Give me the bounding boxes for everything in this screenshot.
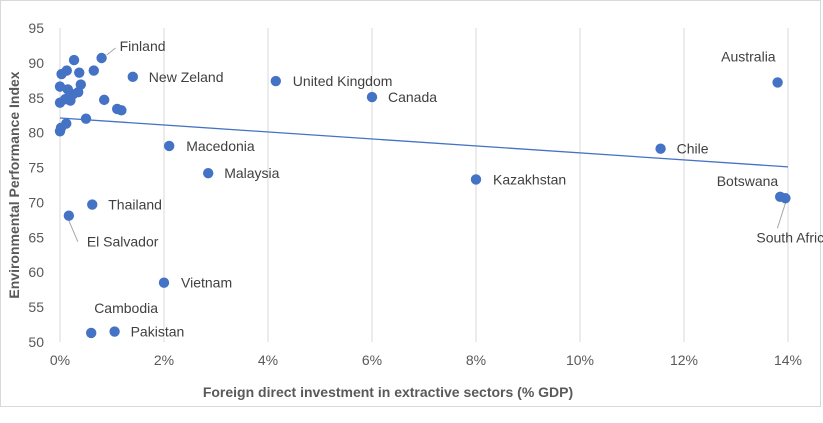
data-point	[68, 54, 80, 66]
data-label: United Kingdom	[293, 73, 393, 89]
leader-lines	[68, 47, 786, 242]
data-point	[270, 75, 281, 87]
data-label: Vietnam	[181, 275, 232, 291]
x-tick-label: 12%	[670, 352, 698, 368]
data-point	[109, 326, 120, 337]
x-tick-label: 8%	[466, 352, 486, 368]
y-tick-label: 50	[28, 334, 44, 350]
data-point	[74, 67, 85, 78]
data-point	[62, 84, 73, 95]
x-tick-label: 2%	[154, 352, 174, 368]
data-point	[87, 199, 98, 210]
data-point	[88, 65, 100, 76]
y-tick-label: 90	[28, 55, 44, 71]
data-label: New Zeland	[149, 69, 224, 85]
leader-line	[776, 203, 786, 229]
data-point	[772, 77, 783, 88]
y-axis-title: Environmental Performance Index	[6, 71, 22, 298]
data-point	[80, 113, 92, 124]
data-label: Malaysia	[224, 165, 279, 181]
y-axis-ticks: 50 55 60 65 70 75 80 85 90 95	[28, 20, 44, 350]
y-tick-label: 60	[28, 264, 44, 280]
trendline	[59, 117, 789, 168]
x-tick-label: 0%	[50, 352, 70, 368]
data-label: Australia	[721, 48, 776, 64]
x-tick-label: 10%	[566, 352, 594, 368]
data-label: South Africa	[756, 229, 823, 245]
data-label: El Salvador	[87, 234, 159, 250]
data-label: Finland	[120, 38, 166, 54]
x-tick-label: 4%	[258, 352, 278, 368]
data-point	[63, 210, 75, 221]
data-point	[780, 193, 791, 204]
data-point	[61, 118, 72, 129]
data-label: Kazakhstan	[493, 171, 566, 187]
data-label: Cambodia	[94, 300, 158, 316]
trendline-layer	[59, 117, 789, 168]
x-tick-label: 14%	[774, 352, 802, 368]
y-tick-label: 65	[28, 229, 44, 245]
data-point	[470, 174, 482, 185]
data-point	[61, 65, 72, 76]
data-label: Botswana	[717, 173, 779, 189]
data-point	[75, 79, 87, 90]
leader-line	[106, 47, 116, 56]
y-tick-label: 75	[28, 160, 44, 176]
data-point	[655, 143, 666, 154]
data-point	[164, 140, 175, 152]
x-tick-label: 6%	[362, 352, 382, 368]
y-tick-label: 85	[28, 90, 44, 106]
data-point	[158, 277, 170, 288]
data-label: Canada	[388, 89, 437, 105]
data-point	[86, 327, 97, 339]
leader-line	[68, 220, 79, 242]
data-points	[54, 52, 791, 339]
data-point	[127, 71, 138, 83]
data-point	[203, 167, 214, 179]
gridlines	[59, 28, 789, 342]
data-label: Macedonia	[186, 138, 255, 154]
y-tick-label: 70	[28, 194, 44, 210]
data-point	[366, 91, 378, 103]
y-tick-label: 95	[28, 20, 44, 36]
data-point	[54, 81, 66, 92]
data-label: Pakistan	[131, 324, 185, 340]
data-label: Chile	[677, 141, 709, 157]
data-point	[116, 105, 127, 116]
y-tick-label: 55	[28, 299, 44, 315]
data-label: Thailand	[108, 197, 162, 213]
data-point	[99, 94, 110, 106]
data-point	[96, 52, 107, 64]
x-axis-title: Foreign direct investment in extractive …	[203, 384, 573, 400]
x-axis-ticks: 0% 2% 4% 6% 8% 10% 12% 14%	[50, 352, 802, 368]
y-tick-label: 80	[28, 125, 44, 141]
